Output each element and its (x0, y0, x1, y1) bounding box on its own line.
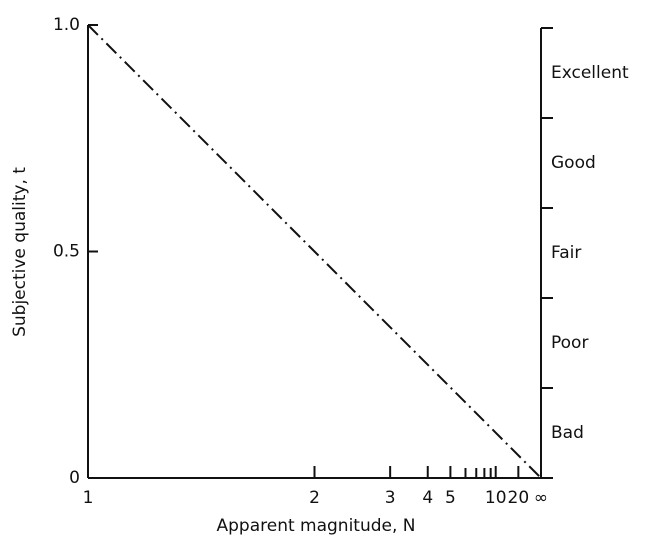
x-tick-label: 3 (385, 488, 396, 508)
y-tick-label: 0 (69, 468, 80, 488)
x-tick-label: 4 (422, 488, 433, 508)
y2-category-label: Good (551, 153, 596, 173)
data-line (87, 24, 542, 479)
y-tick-label: 1.0 (53, 15, 80, 35)
x-tick-label: 5 (445, 488, 456, 508)
y2-category-label: Excellent (551, 63, 629, 83)
x-tick-label: 20 (508, 488, 530, 508)
x-tick-label: 1 (83, 488, 94, 508)
x-axis-label: Apparent magnitude, N (216, 516, 415, 536)
x-tick-label: 2 (309, 488, 320, 508)
y-tick-label: 0.5 (53, 242, 80, 262)
y2-category-label: Bad (551, 423, 584, 443)
x-tick-label: ∞ (534, 488, 548, 508)
y2-category-label: Poor (551, 333, 588, 353)
y2-category-label: Fair (551, 243, 581, 263)
y-axis-label: Subjective quality, t (10, 167, 30, 337)
x-tick-label: 10 (485, 488, 507, 508)
